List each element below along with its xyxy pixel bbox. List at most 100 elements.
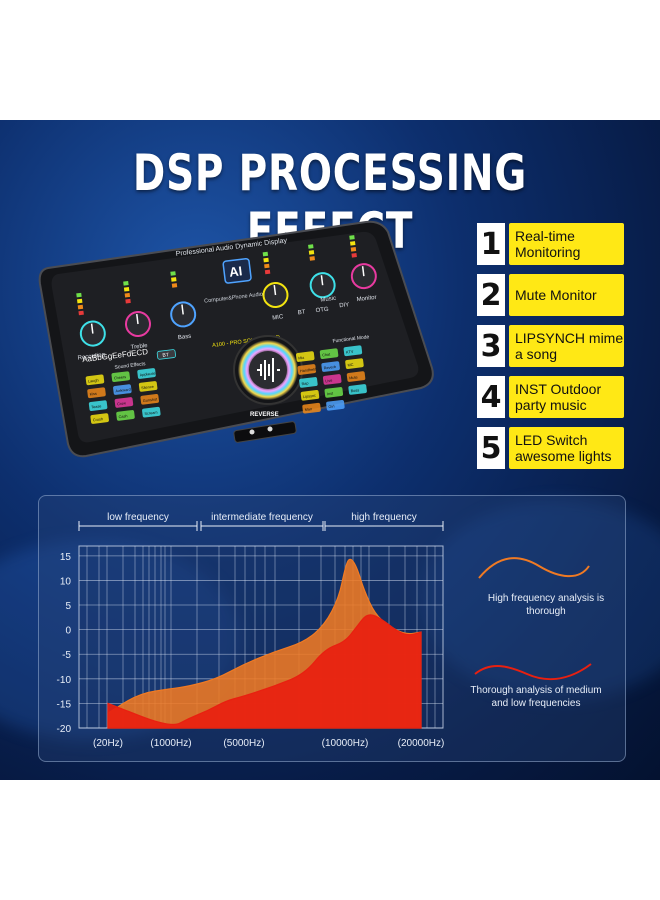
- device-button-label: Chat: [322, 352, 331, 357]
- effect-button-grid: Laugh Cheers Applause Kiss Awkward Silence Tea…: [85, 368, 161, 424]
- device-button-label: Reverb: [324, 365, 337, 370]
- knobs: Recording Treble Bass MIC BT OTG Music D…: [77, 263, 377, 362]
- x-tick-label: (20000Hz): [398, 738, 445, 749]
- device-button-label: Mix: [298, 356, 304, 361]
- device-button: [90, 413, 109, 424]
- device-button: [85, 374, 105, 386]
- knob-label: OTG: [315, 307, 329, 315]
- feature-number: 3: [477, 325, 505, 367]
- knob-label: Music: [320, 296, 336, 304]
- vu-meter: [170, 271, 178, 288]
- y-tick-label: -20: [57, 724, 72, 735]
- device-button: [322, 374, 342, 385]
- device-button: [300, 389, 320, 401]
- device-button: [297, 364, 317, 375]
- red-series-area: [107, 614, 422, 729]
- mic-knob: [262, 282, 289, 309]
- y-tick-label: 15: [60, 552, 72, 563]
- device-button-label: Crush: [93, 417, 104, 422]
- device-button-label: Crow: [117, 401, 127, 406]
- product-banner: DSP PROCESSING EFFECT Professional Audio…: [0, 120, 660, 780]
- feature-text: LIPSYNCH mime a song: [509, 325, 624, 367]
- knob-label: Treble: [131, 343, 149, 351]
- feature-text: Mute Monitor: [509, 274, 624, 316]
- device-button: [343, 345, 363, 357]
- device-button-label: Awkward: [115, 388, 131, 394]
- feature-number: 5: [477, 427, 505, 469]
- device-button-label: Cheers: [114, 375, 127, 380]
- device-button: [321, 361, 340, 372]
- ai-badge: AI: [228, 263, 243, 279]
- device-button-label: Kiss: [89, 392, 97, 397]
- device-button: [299, 377, 318, 388]
- feature-item: 2 Mute Monitor: [477, 274, 624, 316]
- feature-text: INST Outdoor party music: [509, 376, 624, 418]
- device-button: [111, 371, 131, 383]
- device-button-label: Boss: [351, 388, 360, 393]
- x-tick-label: (10000Hz): [322, 738, 369, 749]
- knob-label: BT: [298, 309, 307, 316]
- vu-meter: [123, 281, 131, 304]
- device-button-label: Lipsync: [303, 394, 316, 400]
- knob-label: Recording: [77, 352, 105, 361]
- sound-card-device: Professional Audio Dynamic Display AI Co…: [38, 220, 434, 458]
- device-button: [116, 410, 135, 421]
- band-label: high frequency: [351, 512, 417, 523]
- device-button: [142, 406, 161, 418]
- y-tick-label: -10: [57, 675, 72, 686]
- y-tick-label: -15: [57, 699, 72, 710]
- vu-meters: [76, 235, 357, 316]
- frequency-chart-panel: 15 10 5 0 -5 -10 -15 -20 low frequency intermedia…: [38, 495, 626, 762]
- device-button: [88, 400, 108, 411]
- feature-item: 3 LIPSYNCH mime a song: [477, 325, 624, 367]
- sound-effects-label: Sound Effects: [114, 361, 146, 371]
- frequency-response-chart: 15 10 5 0 -5 -10 -15 -20 low frequency intermedia…: [57, 512, 592, 749]
- feature-item: 5 LED Switch awesome lights: [477, 427, 624, 469]
- knob-label: Bass: [178, 334, 192, 342]
- device-button-label: Rap: [301, 381, 308, 386]
- orange-curve-note: High frequency analysis is thorough: [487, 593, 605, 617]
- device-button-label: Gunshot: [143, 397, 159, 403]
- device-button-label: MC: [347, 363, 354, 368]
- device-button-label: KTV: [346, 350, 354, 355]
- vu-meter: [308, 244, 315, 261]
- feature-text: Real-time Monitoring: [509, 223, 624, 265]
- music-knob: [309, 272, 336, 299]
- device-button: [346, 371, 366, 382]
- audio-ports: [233, 421, 297, 443]
- reverse-label: REVERSE: [250, 412, 279, 418]
- sound-effects-buttons: Sound Effects BT Laugh Cheers Applause Kiss…: [85, 349, 176, 424]
- device-button: [295, 351, 315, 362]
- device-button: [324, 387, 344, 398]
- device-button-label: Silence: [141, 385, 154, 390]
- device-button-label: Live: [325, 378, 332, 383]
- feature-number: 2: [477, 274, 505, 316]
- device-button-label: Applause: [139, 371, 155, 377]
- bt-button: [156, 349, 176, 360]
- feature-item: 1 Real-time Monitoring: [477, 223, 624, 265]
- device-button-label: Cash: [118, 414, 127, 419]
- orange-legend-wave: [478, 557, 590, 579]
- device-button: [302, 402, 321, 414]
- band-label: intermediate frequency: [211, 512, 313, 523]
- feature-list: 1 Real-time Monitoring 2 Mute Monitor 3 LIPSY…: [477, 223, 624, 478]
- device-button-label: Laugh: [88, 378, 99, 383]
- waveform-icon: [257, 358, 280, 382]
- x-tick-label: (5000Hz): [223, 738, 264, 749]
- knob-label: MIC: [272, 314, 284, 321]
- vu-meter: [76, 292, 84, 316]
- device-button-label: Girl: [328, 404, 335, 409]
- device-button: [348, 384, 367, 395]
- device-button: [114, 397, 134, 408]
- red-legend-wave: [474, 663, 592, 681]
- device-button-label: Handheld: [300, 367, 317, 373]
- device-button: [319, 348, 339, 360]
- vu-meter: [349, 235, 357, 258]
- bass-knob: [170, 301, 197, 328]
- feature-item: 4 INST Outdoor party music: [477, 376, 624, 418]
- ai-badge-frame: [222, 257, 252, 284]
- device-button-label: Tease: [91, 404, 102, 409]
- recording-knob: [79, 320, 106, 347]
- device-button-label: Scream: [144, 410, 157, 416]
- device-button: [326, 399, 345, 411]
